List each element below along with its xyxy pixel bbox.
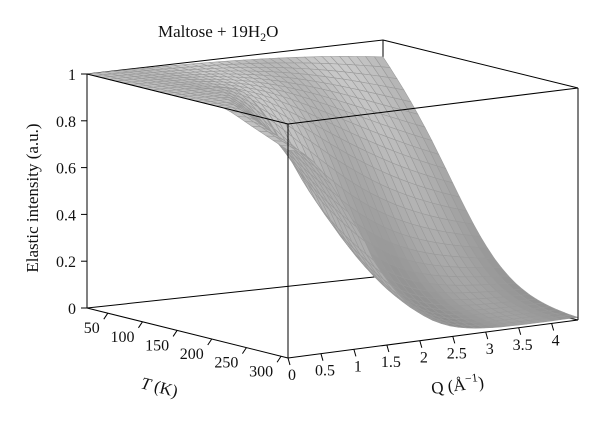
q-tick-label: 1 <box>354 358 362 375</box>
surface-patch <box>279 145 298 152</box>
q-tick-label: 1.5 <box>381 354 401 371</box>
t-tick <box>172 330 178 337</box>
q-tick <box>551 323 555 331</box>
back-edge-bottom-left <box>86 275 384 309</box>
q-tick-label: 2 <box>420 350 428 367</box>
q-tick <box>452 336 456 344</box>
t-axis-label: T (K) <box>139 373 180 400</box>
q-tick <box>518 327 522 335</box>
q-tick <box>353 349 357 357</box>
box-front-edges <box>86 73 579 359</box>
back-edge-right-top <box>382 39 579 89</box>
z-axis-label: Elastic intensity (a.u.) <box>23 123 42 272</box>
q-tick <box>287 357 291 366</box>
z-tick-label: 0.4 <box>56 207 76 224</box>
back-edge-top <box>86 39 384 75</box>
front-edge-top-right <box>287 87 579 125</box>
q-tick <box>419 340 423 348</box>
q-tick <box>386 344 390 353</box>
front-edge-top-left <box>86 73 289 125</box>
q-tick-label: 0 <box>288 367 296 384</box>
q-tick-label: 3.5 <box>513 337 533 354</box>
front-edge-bottom-left <box>86 307 289 359</box>
z-tick-label: 0.8 <box>56 114 76 131</box>
z-tick-label: 0 <box>68 301 76 318</box>
q-tick-label: 3 <box>486 341 494 358</box>
z-tick-label: 0.6 <box>56 161 76 178</box>
t-tick-label: 200 <box>180 346 204 363</box>
q-tick <box>485 331 489 340</box>
t-tick <box>103 312 109 320</box>
t-tick-label: 250 <box>214 355 238 372</box>
z-tick-label: 0.2 <box>56 254 76 271</box>
chart-title: Maltose + 19H2O <box>158 22 278 44</box>
t-tick <box>276 355 282 363</box>
q-axis-label: Q (Å−1) <box>430 370 485 398</box>
t-tick-label: 300 <box>249 363 273 380</box>
q-tick-label: 2.5 <box>447 345 467 362</box>
q-tick-label: 0.5 <box>315 363 335 380</box>
t-tick <box>207 338 213 346</box>
q-tick <box>320 353 324 361</box>
q-tick-label: 4 <box>552 332 560 349</box>
z-tick-label: 1 <box>68 67 76 84</box>
t-tick-label: 100 <box>110 329 134 346</box>
title-subscript: 2 <box>260 30 266 44</box>
front-edge-bottom-right <box>287 319 579 359</box>
intensity-surface <box>86 56 579 329</box>
t-tick <box>138 321 143 329</box>
q-unit-exponent: −1 <box>464 370 478 385</box>
t-tick-label: 50 <box>84 320 100 337</box>
t-tick <box>241 347 247 354</box>
t-tick-label: 150 <box>145 337 169 354</box>
